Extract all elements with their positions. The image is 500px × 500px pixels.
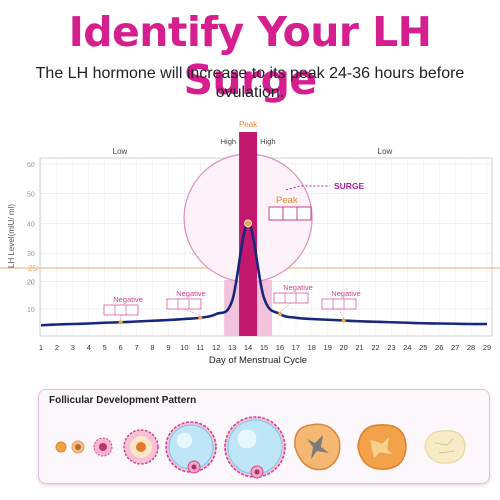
peak-marker [244, 219, 252, 228]
peak-strip-label: Peak [276, 195, 298, 206]
y-axis-label: LH Level(mlU/ ml) [7, 204, 16, 268]
y-tick-label: 30 [27, 251, 35, 258]
x-tick-label: 20 [339, 343, 347, 352]
x-tick-label: 8 [150, 343, 154, 352]
zone-low-right: Low [378, 147, 393, 156]
follicle-antral [165, 421, 217, 474]
x-tick-label: 15 [260, 343, 268, 352]
negative-strip [273, 292, 309, 304]
zone-low-left: Low [113, 147, 128, 156]
y-tick-label: 20 [27, 280, 35, 287]
x-tick-label: 29 [483, 343, 491, 352]
x-tick-label: 5 [103, 343, 107, 352]
y-tick-label: 40 [27, 221, 35, 228]
lh-curve [40, 222, 488, 327]
follicle-preantral [123, 429, 159, 465]
y-tick-label: 10 [27, 307, 35, 314]
x-tick-label: 4 [87, 343, 91, 352]
follicle-panel-title: Follicular Development Pattern [49, 395, 197, 406]
x-tick-label: 14 [244, 343, 252, 352]
follicle-primordial [55, 441, 67, 453]
x-tick-label: 2 [55, 343, 59, 352]
x-tick-label: 25 [419, 343, 427, 352]
follicle-corpus-albicans [424, 430, 466, 464]
x-tick-label: 17 [292, 343, 300, 352]
threshold-label: 25 [28, 264, 37, 273]
page-subtitle: The LH hormone will increase to its peak… [35, 65, 465, 101]
x-tick-label: 1 [39, 343, 43, 352]
follicle-secondary [93, 437, 113, 457]
negative-label: Negative [283, 283, 313, 292]
x-tick-label: 24 [403, 343, 411, 352]
negative-label: Negative [113, 295, 143, 304]
negative-pointer [279, 302, 292, 313]
zone-high-right: High [260, 137, 275, 146]
follicle-ovulating [294, 423, 341, 471]
surge-pointer [285, 185, 330, 191]
zone-peak: Peak [239, 120, 258, 129]
x-tick-label: 12 [212, 343, 220, 352]
x-tick-label: 13 [228, 343, 236, 352]
x-tick-label: 7 [134, 343, 138, 352]
y-tick-label: 20 [27, 280, 35, 287]
x-tick-label: 6 [119, 343, 123, 352]
peak-strip [268, 206, 312, 221]
x-tick-label: 26 [435, 343, 443, 352]
x-tick-label: 22 [371, 343, 379, 352]
negative-strip [321, 298, 357, 310]
x-tick-label: 18 [308, 343, 316, 352]
x-tick-label: 27 [451, 343, 459, 352]
x-tick-label: 16 [276, 343, 284, 352]
negative-marker [341, 318, 346, 323]
x-tick-label: 11 [196, 343, 204, 352]
follicle-stages [55, 416, 466, 479]
x-tick-label: 21 [355, 343, 363, 352]
negative-strip [103, 304, 139, 316]
x-tick-label: 19 [324, 343, 332, 352]
follicle-primary [71, 440, 85, 454]
surge-label: SURGE [334, 181, 365, 191]
follicle-corpus-luteum [357, 424, 407, 470]
x-tick-label: 23 [387, 343, 395, 352]
peak-bar [239, 132, 258, 336]
negative-marker [118, 320, 123, 325]
y-tick-label: 60 [27, 162, 35, 169]
x-tick-label: 9 [166, 343, 170, 352]
negative-strip [166, 298, 202, 310]
follicle-preovulatory [224, 416, 286, 479]
x-tick-label: 3 [71, 343, 75, 352]
x-tick-label: 28 [467, 343, 475, 352]
page-title: Identify Your LH Surge [68, 8, 432, 104]
x-axis-label: Day of Menstrual Cycle [209, 355, 307, 366]
follicle-panel: Follicular Development Pattern [38, 389, 490, 484]
negative-marker [198, 315, 203, 320]
negative-label: Negative [176, 289, 206, 298]
x-tick-label: 10 [180, 343, 188, 352]
negative-marker [277, 312, 282, 316]
zone-high-left: High [221, 137, 236, 146]
y-tick-label: 50 [27, 192, 35, 199]
negative-label: Negative [331, 289, 361, 298]
